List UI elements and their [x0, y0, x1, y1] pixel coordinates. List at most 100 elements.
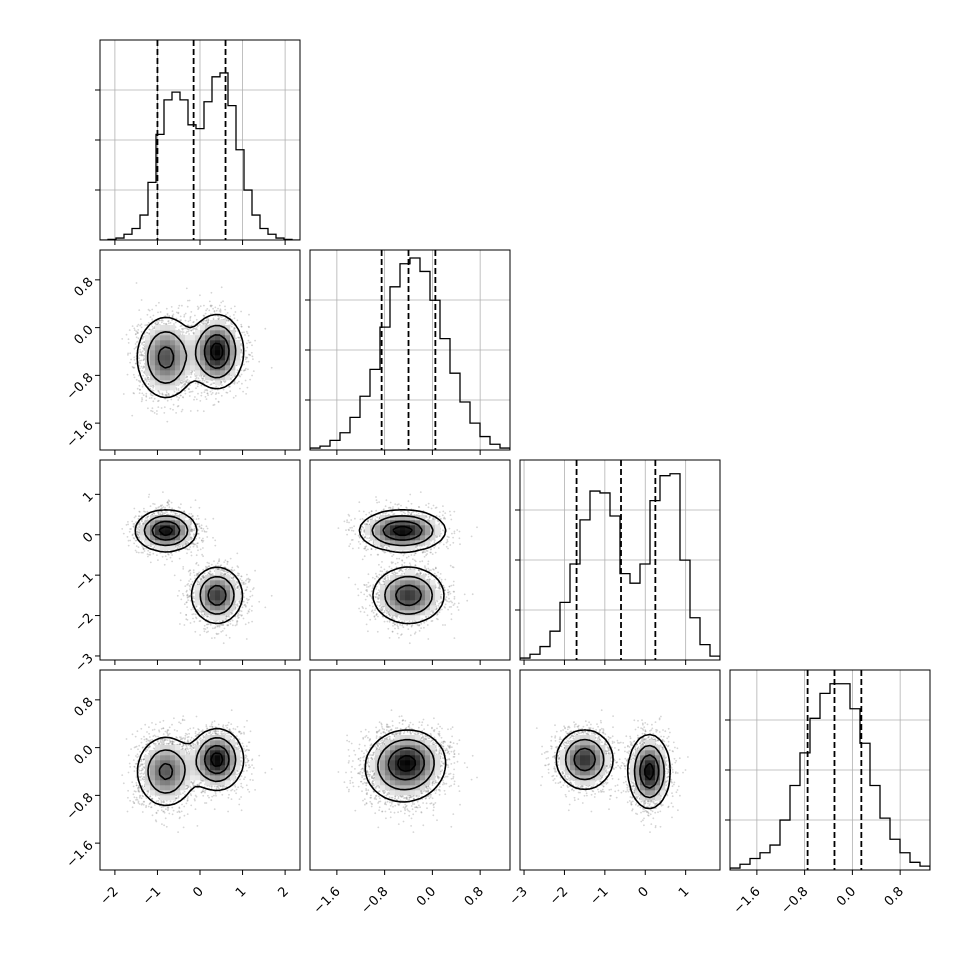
scatter-point [247, 368, 249, 371]
scatter-point [129, 352, 132, 355]
scatter-point [245, 360, 248, 363]
scatter-point [141, 369, 143, 372]
density-cell [200, 345, 206, 351]
scatter-point [227, 320, 230, 322]
scatter-point [225, 391, 228, 394]
scatter-point [190, 373, 193, 376]
scatter-point [183, 314, 186, 316]
density-cell [195, 355, 201, 361]
scatter-point [215, 309, 218, 312]
scatter-point [142, 371, 145, 374]
scatter-point [143, 366, 145, 369]
scatter-point [243, 363, 245, 366]
scatter-point [243, 369, 245, 372]
scatter-point [158, 392, 161, 395]
scatter-point [209, 573, 212, 576]
scatter-point [240, 597, 242, 600]
scatter-point [202, 322, 205, 325]
scatter-point [242, 592, 245, 595]
scatter-point [133, 376, 136, 379]
scatter-point [244, 358, 247, 361]
scatter-point [224, 317, 227, 320]
density-cell [210, 340, 216, 346]
density-cell [235, 345, 241, 351]
scatter-point [203, 611, 206, 613]
scatter-point [173, 390, 176, 393]
scatter-point [188, 388, 191, 391]
density-cell [200, 355, 206, 361]
scatter-point [224, 572, 227, 575]
scatter-point [162, 393, 164, 396]
scatter-point [150, 397, 153, 399]
scatter-point [157, 511, 160, 513]
scatter-point [212, 307, 215, 310]
scatter-point [155, 304, 158, 307]
scatter-point [157, 390, 160, 392]
scatter-point [204, 518, 207, 521]
scatter-point [228, 385, 231, 388]
density-cell [225, 375, 231, 381]
density-cell [175, 360, 181, 366]
density-cell [205, 350, 211, 356]
scatter-point [240, 348, 243, 351]
scatter-point [196, 542, 199, 545]
scatter-point [213, 403, 216, 406]
scatter-point [214, 306, 217, 309]
scatter-point [186, 541, 189, 544]
y-tick-label: −0.8 [64, 370, 97, 403]
scatter-point [131, 414, 134, 417]
scatter-point [193, 620, 196, 623]
scatter-point [200, 384, 203, 387]
scatter-point [201, 377, 204, 380]
scatter-point [127, 338, 130, 341]
density-cell [170, 370, 176, 376]
density-cell [190, 350, 196, 356]
density-cell [200, 350, 206, 356]
scatter-point [188, 333, 191, 335]
scatter-point [148, 380, 151, 383]
scatter-point [136, 387, 139, 390]
scatter-point [137, 337, 140, 340]
scatter-point [149, 545, 152, 548]
scatter-point [206, 389, 209, 392]
density-cell [215, 380, 221, 386]
density-cell [185, 365, 191, 371]
scatter-point [163, 322, 165, 325]
y-tick-label: 0.0 [71, 323, 96, 348]
density-cell [150, 365, 156, 371]
scatter-point [179, 319, 182, 322]
density-cell [225, 330, 231, 336]
scatter-point [181, 381, 184, 384]
scatter-point [141, 337, 144, 340]
scatter-point [190, 329, 193, 332]
density-cell [185, 350, 191, 356]
scatter-point [154, 322, 157, 324]
scatter-point [177, 311, 180, 314]
scatter-point [152, 386, 155, 389]
scatter-point [138, 367, 141, 370]
scatter-point [245, 605, 247, 608]
scatter-point [178, 513, 181, 516]
scatter-point [192, 591, 195, 594]
scatter-point [194, 314, 196, 317]
scatter-point [210, 383, 213, 386]
scatter-point [134, 333, 137, 336]
scatter-point [147, 383, 150, 385]
scatter-point [182, 396, 184, 398]
density-cell [165, 355, 171, 361]
scatter-point [185, 618, 188, 621]
scatter-point [246, 356, 248, 359]
scatter-point [190, 311, 193, 313]
scatter-point [205, 381, 208, 383]
scatter-point [177, 312, 180, 315]
scatter-point [201, 377, 204, 380]
density-cell [220, 340, 226, 346]
scatter-point [147, 496, 150, 498]
scatter-point [190, 390, 192, 393]
density-cell [205, 345, 211, 351]
scatter-point [203, 375, 205, 378]
scatter-point [151, 325, 154, 328]
scatter-point [142, 341, 145, 343]
scatter-point [170, 398, 173, 401]
scatter-point [169, 556, 172, 559]
